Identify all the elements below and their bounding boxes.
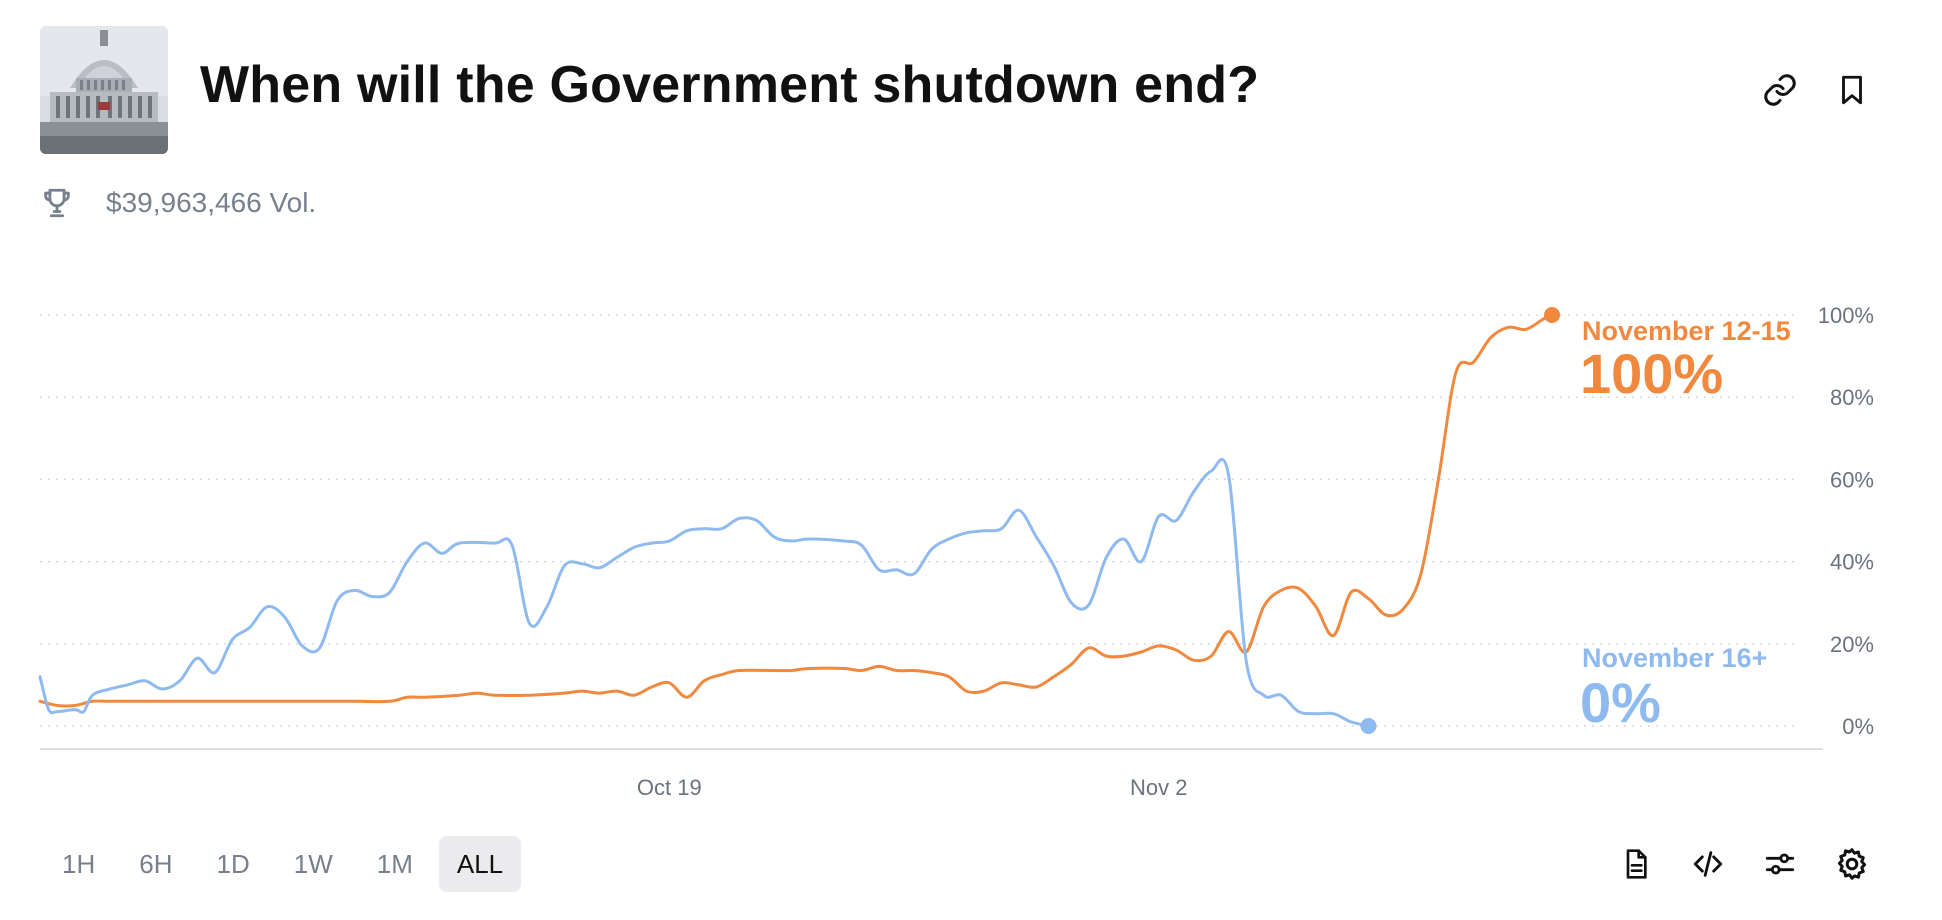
probability-chart: 100% 80% 60% 40% 20% 0% Oct 19 Nov 2 November …	[38, 303, 1874, 800]
embed-button[interactable]	[1686, 842, 1730, 886]
range-1m-button[interactable]: 1M	[359, 836, 431, 892]
range-6h-button[interactable]: 6H	[121, 836, 190, 892]
range-label: 1H	[62, 848, 96, 879]
document-icon	[1626, 849, 1647, 879]
series-line	[38, 457, 1370, 728]
capitol-building-icon	[40, 26, 168, 154]
range-1d-button[interactable]: 1D	[199, 836, 268, 892]
chart-filters-button[interactable]	[1758, 842, 1802, 886]
range-label: 1M	[376, 848, 413, 879]
y-tick-label: 100%	[1818, 303, 1874, 328]
y-axis-ticks: 100% 80% 60% 40% 20% 0%	[1818, 303, 1874, 739]
range-label: 1D	[216, 848, 250, 879]
chart-settings-button[interactable]	[1830, 842, 1874, 886]
series-value-label: 0%	[1580, 671, 1661, 734]
range-all-button[interactable]: ALL	[438, 836, 522, 892]
y-tick-label: 40%	[1830, 550, 1874, 575]
series-value-label: 100%	[1580, 342, 1723, 405]
market-thumbnail	[40, 26, 168, 154]
volume-info: $39,963,466 Vol.	[40, 186, 316, 220]
range-label: 1W	[293, 848, 333, 879]
bookmark-button[interactable]	[1830, 68, 1874, 112]
y-tick-label: 0%	[1842, 714, 1874, 739]
series-line	[38, 313, 1554, 708]
time-range-selector: 1H 6H 1D 1W 1M ALL	[44, 836, 522, 892]
series-name-label: November 12-15	[1582, 316, 1791, 346]
series-end-dot	[1544, 307, 1560, 323]
embed-code-icon	[1693, 851, 1723, 877]
chart-grid	[40, 314, 1823, 750]
x-tick-label: Nov 2	[1130, 775, 1187, 800]
series-end-dot	[1360, 718, 1377, 734]
x-axis-ticks: Oct 19 Nov 2	[637, 775, 1188, 800]
y-tick-label: 20%	[1830, 632, 1874, 657]
copy-link-button[interactable]	[1758, 68, 1802, 112]
range-1w-button[interactable]: 1W	[276, 836, 351, 892]
rules-document-button[interactable]	[1614, 842, 1658, 886]
settings-gear-icon	[1837, 848, 1867, 880]
bookmark-icon	[1842, 75, 1862, 105]
chart-lines	[38, 307, 1560, 734]
y-tick-label: 80%	[1830, 385, 1874, 410]
x-tick-label: Oct 19	[637, 775, 702, 800]
range-label: ALL	[456, 848, 504, 879]
link-icon	[1764, 74, 1796, 106]
range-1h-button[interactable]: 1H	[44, 836, 113, 892]
series-name-label: November 16+	[1582, 643, 1767, 673]
range-label: 6H	[139, 848, 173, 879]
sliders-icon	[1765, 853, 1795, 875]
y-tick-label: 60%	[1830, 467, 1874, 492]
volume-text: $39,963,466 Vol.	[106, 187, 317, 218]
trophy-icon	[44, 188, 70, 218]
page-title: When will the Government shutdown end?	[200, 56, 1260, 114]
